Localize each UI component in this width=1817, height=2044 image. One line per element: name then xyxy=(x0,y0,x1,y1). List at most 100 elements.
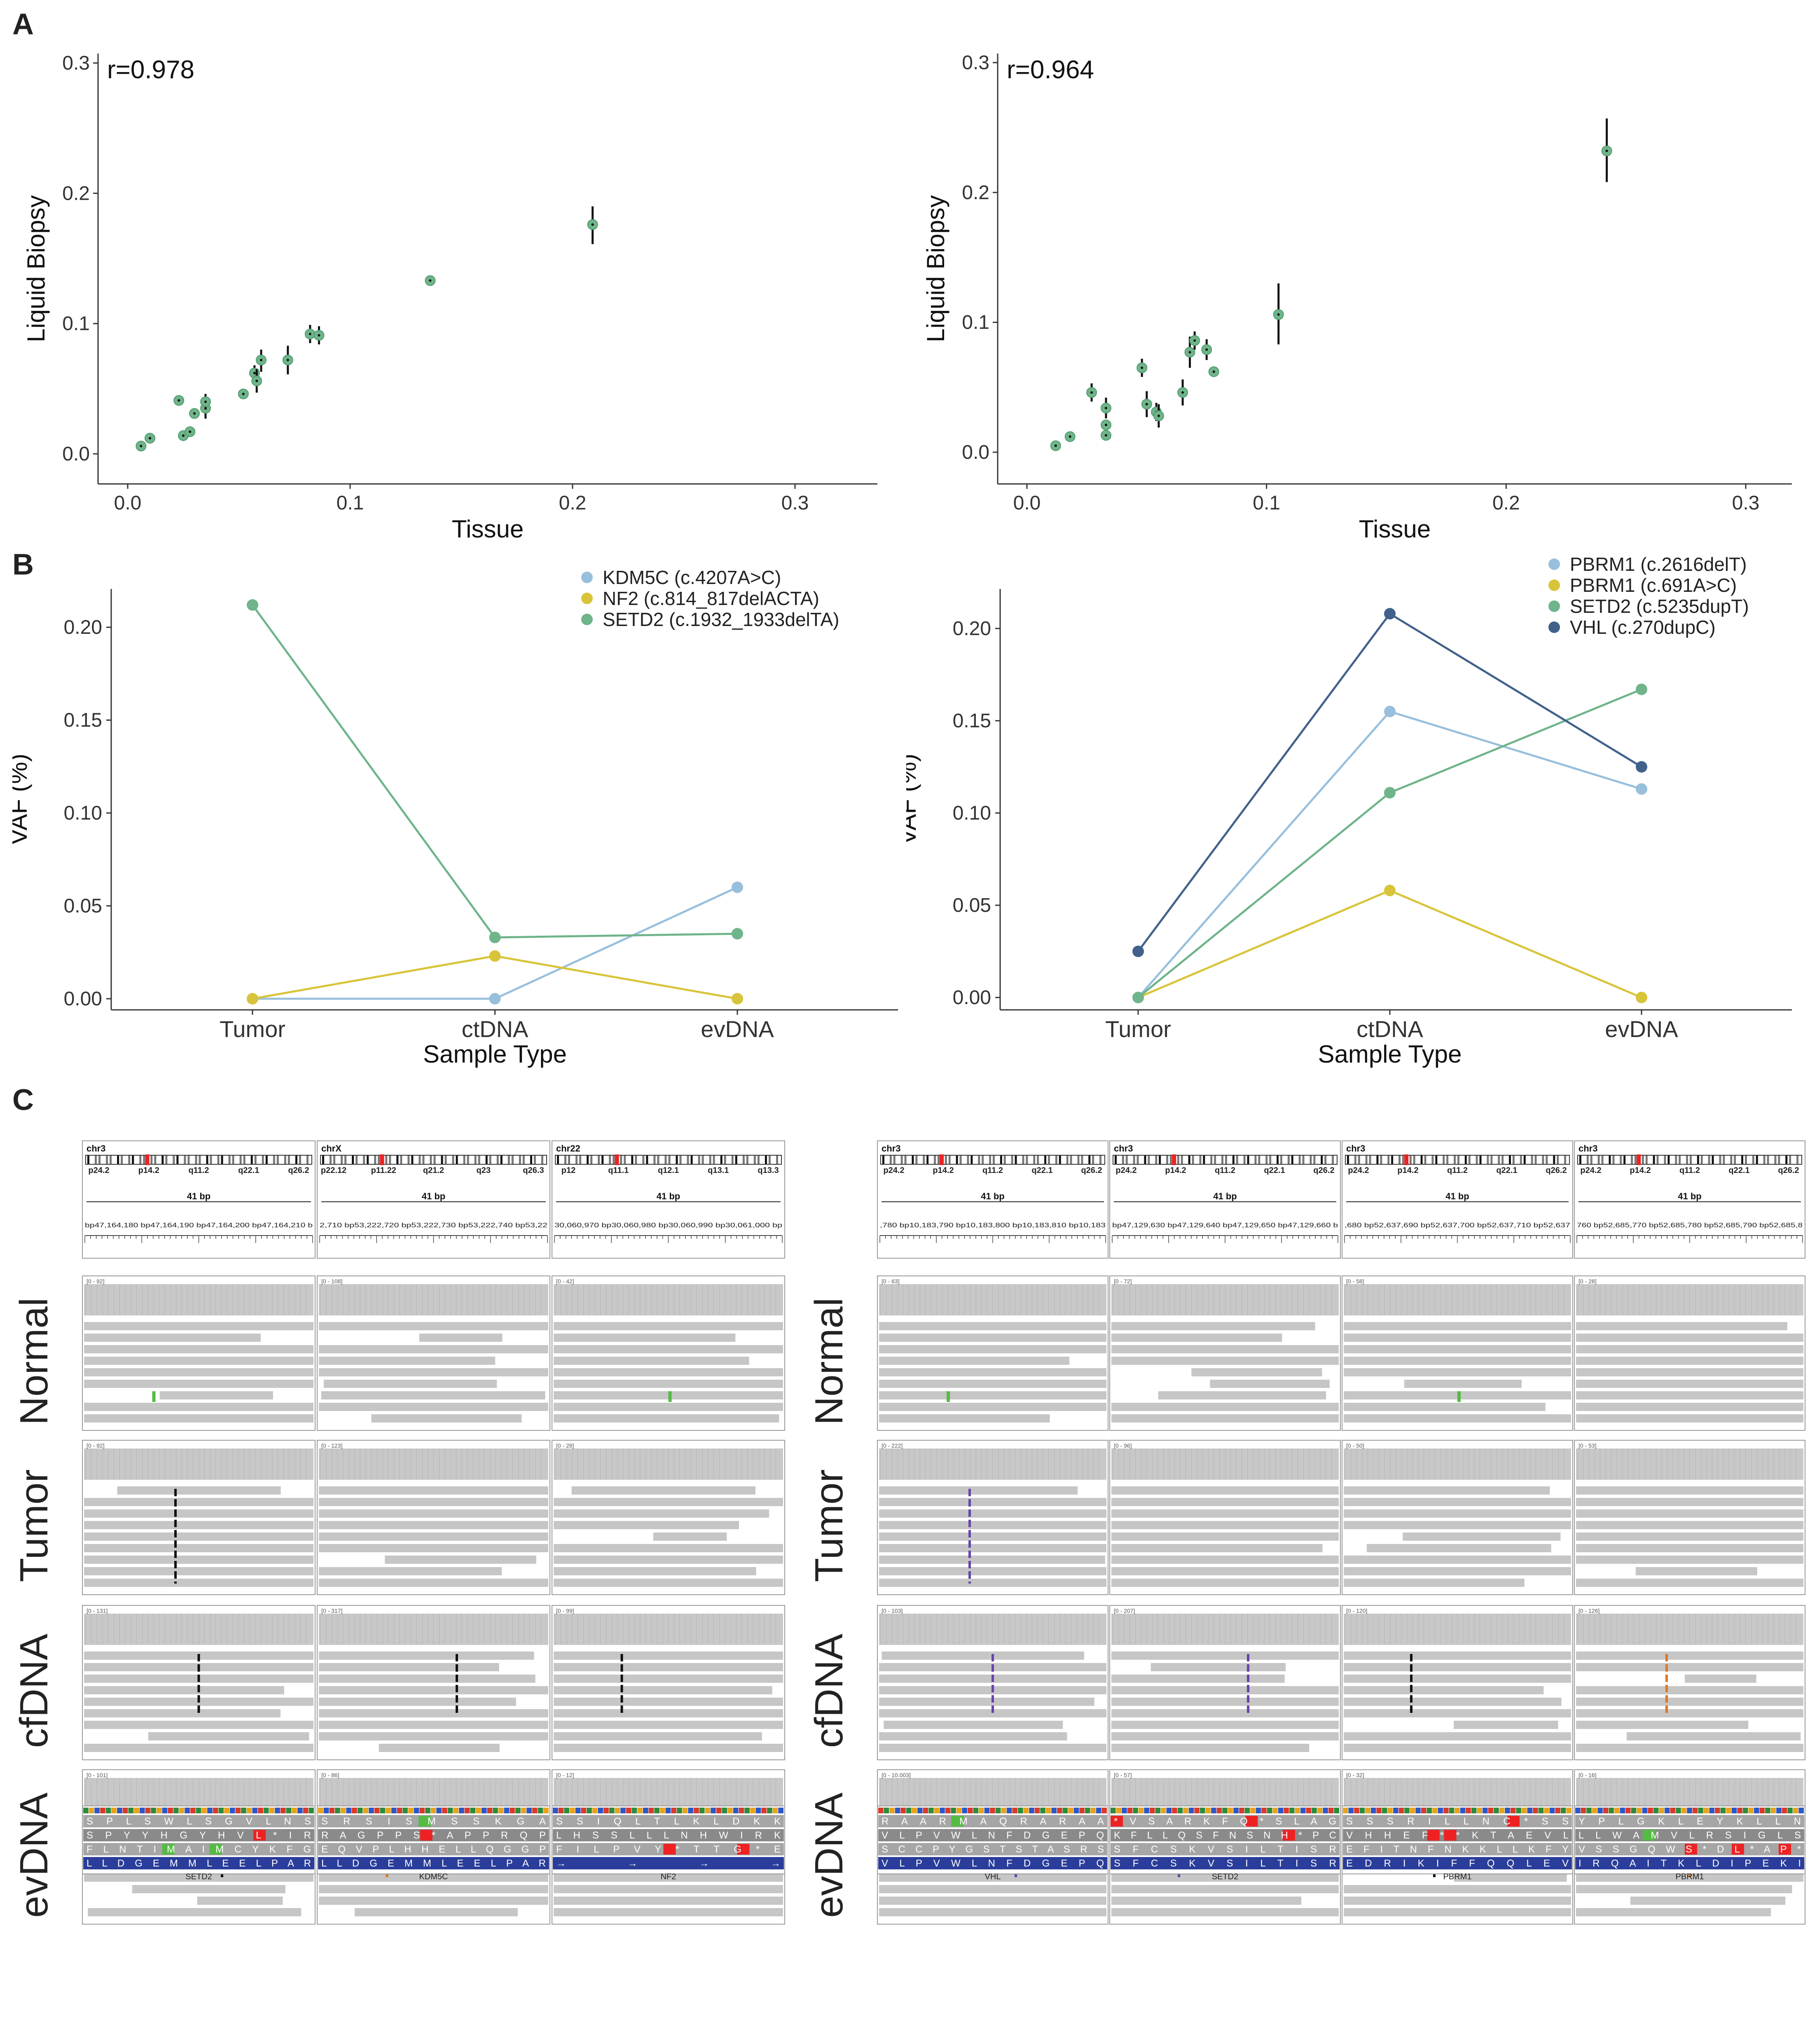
read-alignment xyxy=(1111,1744,1310,1752)
ideogram-band xyxy=(1774,1156,1777,1164)
read-alignment xyxy=(1344,1498,1571,1506)
read-alignment xyxy=(1344,1744,1571,1752)
coverage-range: [0 - 28] xyxy=(556,1442,574,1449)
base-cell xyxy=(318,1808,323,1813)
read-alignment xyxy=(1111,1567,1339,1575)
base-cell xyxy=(1681,1808,1687,1813)
ideogram-band xyxy=(1170,1156,1172,1164)
span-label: 41 bp xyxy=(1678,1191,1701,1201)
base-cell xyxy=(1499,1808,1505,1813)
read-alignment xyxy=(1344,1368,1571,1376)
ideogram-band xyxy=(1380,1156,1382,1164)
read-alignment xyxy=(1111,1334,1282,1342)
base-cell xyxy=(912,1808,917,1813)
read-alignment xyxy=(554,1709,783,1717)
coverage-range: [0 - 10.003] xyxy=(882,1772,911,1778)
read-alignment xyxy=(653,1532,727,1541)
ideogram-band xyxy=(500,1156,503,1164)
base-cell xyxy=(1754,1808,1759,1813)
read-alignment xyxy=(554,1567,756,1575)
read-alignment xyxy=(319,1345,548,1353)
base-cell xyxy=(1494,1808,1499,1813)
base-cell xyxy=(246,1808,252,1813)
base-cell xyxy=(493,1808,498,1813)
base-cell xyxy=(598,1808,603,1813)
read-alignment xyxy=(84,1322,313,1330)
ideogram-band xyxy=(1424,1156,1426,1164)
coverage-range: [0 - 101] xyxy=(87,1772,108,1778)
base-cell xyxy=(1483,1808,1488,1813)
read-alignment xyxy=(148,1732,309,1740)
ideogram-band xyxy=(430,1156,432,1164)
base-cell xyxy=(995,1808,1001,1813)
ideogram-band xyxy=(1446,1156,1449,1164)
base-cell xyxy=(515,1808,521,1813)
base-cell xyxy=(1161,1808,1166,1813)
read-alignment xyxy=(1344,1885,1571,1893)
read-alignment xyxy=(1111,1544,1323,1552)
base-cell xyxy=(1149,1808,1155,1813)
base-cell xyxy=(436,1808,442,1813)
coverage-range: [0 - 28] xyxy=(1578,1278,1597,1285)
span-label: 41 bp xyxy=(1213,1191,1237,1201)
y-tick-label: 0.1 xyxy=(62,313,90,335)
read-alignment xyxy=(1576,1544,1803,1552)
ideogram-band xyxy=(352,1156,354,1164)
ideogram-band xyxy=(232,1156,234,1164)
base-cell xyxy=(884,1808,889,1813)
ideogram-band xyxy=(709,1156,711,1164)
read-alignment xyxy=(159,1391,273,1399)
amino-acid-highlight xyxy=(1444,1830,1457,1841)
ideogram-current-region xyxy=(940,1154,944,1165)
base-cell xyxy=(1172,1808,1177,1813)
base-cell xyxy=(275,1808,280,1813)
legend-label: PBRM1 (c.2616delT) xyxy=(1570,554,1747,575)
ideogram-band xyxy=(601,1156,604,1164)
ideogram-band xyxy=(128,1156,131,1164)
ideogram-band xyxy=(1265,1156,1268,1164)
series-point xyxy=(1132,992,1144,1003)
amino-acid-strip xyxy=(553,1829,784,1841)
base-cell xyxy=(581,1808,587,1813)
ideogram-band-label: q13.1 xyxy=(708,1166,729,1175)
base-cell xyxy=(442,1808,447,1813)
ideogram-band-label: q11.2 xyxy=(188,1166,209,1175)
base-cell xyxy=(688,1808,694,1813)
base-cell xyxy=(1566,1808,1571,1813)
base-cell xyxy=(1544,1808,1549,1813)
base-cell xyxy=(1782,1808,1787,1813)
gene-label: KDM5C xyxy=(419,1872,448,1881)
base-cell xyxy=(235,1808,241,1813)
base-cell xyxy=(464,1808,470,1813)
read-alignment xyxy=(419,1334,503,1342)
ideogram-band xyxy=(1155,1156,1158,1164)
read-alignment xyxy=(319,1686,548,1694)
base-cell xyxy=(1516,1808,1521,1813)
ideogram-band xyxy=(1159,1156,1161,1164)
base-cell xyxy=(380,1808,386,1813)
ideogram-band xyxy=(1498,1156,1500,1164)
ideogram-band-label: p24.2 xyxy=(1348,1166,1369,1175)
correlation-annotation: r=0.978 xyxy=(107,56,194,84)
ideogram-band xyxy=(1557,1156,1559,1164)
ideogram-band xyxy=(613,1156,615,1164)
base-cell xyxy=(940,1808,945,1813)
ideogram-band xyxy=(1409,1156,1412,1164)
scatter-point-center xyxy=(429,279,432,282)
read-alignment xyxy=(554,1579,783,1587)
ideogram-current-region xyxy=(615,1154,619,1165)
read-alignment xyxy=(1344,1686,1544,1694)
ideogram-band xyxy=(519,1156,521,1164)
x-tick-label: 0.0 xyxy=(114,492,142,514)
base-cell xyxy=(778,1808,783,1813)
base-cell xyxy=(1471,1808,1477,1813)
base-cell xyxy=(1597,1808,1603,1813)
base-cell xyxy=(694,1808,699,1813)
ideogram-band xyxy=(1534,1156,1537,1164)
snv-marker xyxy=(947,1391,950,1402)
ideogram-band xyxy=(1354,1156,1356,1164)
base-cell xyxy=(1404,1808,1410,1813)
x-tick-label: 0.2 xyxy=(559,492,587,514)
read-alignment xyxy=(1635,1567,1757,1575)
coverage-range: [0 - 108] xyxy=(321,1278,342,1285)
